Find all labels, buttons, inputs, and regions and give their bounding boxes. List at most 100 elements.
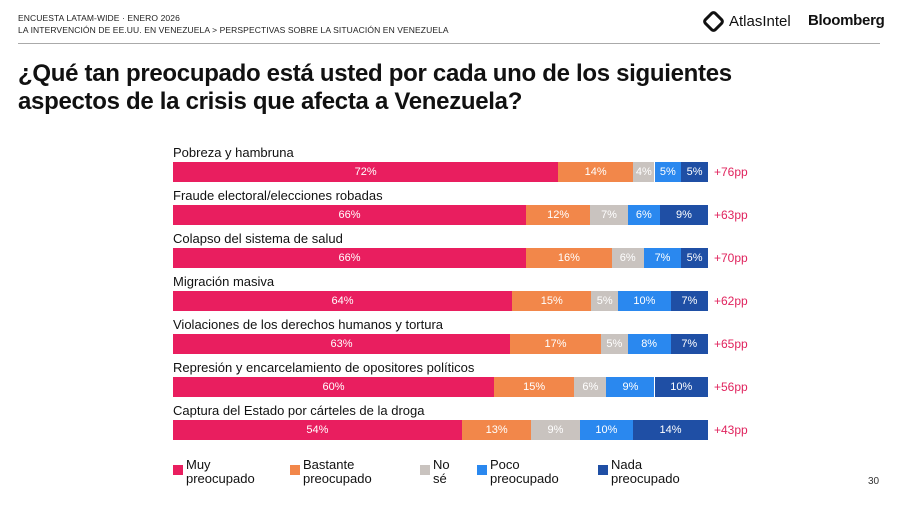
data-label: 14% [584, 166, 607, 178]
bar-segment: 15% [494, 377, 575, 397]
category-label: Violaciones de los derechos humanos y to… [173, 317, 444, 332]
data-label: 12% [547, 209, 570, 221]
category-label: Represión y encarcelamiento de opositore… [173, 360, 475, 375]
bar-segment: 6% [574, 377, 607, 397]
legend-label: Poco preocupado [490, 457, 559, 486]
legend-label: No sé [433, 457, 450, 486]
legend-swatch [290, 465, 300, 475]
bar-segment: 13% [461, 420, 532, 440]
survey-header: ENCUESTA LATAM-WIDE · ENERO 2026 [18, 13, 180, 23]
category-label: Colapso del sistema de salud [173, 231, 343, 246]
net-score: +65pp [714, 337, 748, 351]
bar-segment: 10% [654, 377, 708, 397]
data-label: 13% [485, 424, 508, 436]
bar-segment: 6% [627, 205, 660, 225]
net-score: +43pp [714, 423, 748, 437]
bar-segment: 5% [591, 291, 618, 311]
bar-segment: 9% [531, 420, 580, 440]
net-score: +56pp [714, 380, 748, 394]
page-number: 30 [868, 476, 880, 487]
data-label: 5% [686, 252, 703, 264]
data-label: 14% [659, 424, 682, 436]
bar-segment: 14% [558, 162, 634, 182]
bar-segment: 72% [173, 162, 559, 182]
data-label: 66% [338, 209, 361, 221]
net-score: +63pp [714, 208, 748, 222]
legend-swatch [420, 465, 430, 475]
data-label: 66% [338, 252, 361, 264]
bar-segment: 15% [512, 291, 592, 311]
legend-label: Muy preocupado [186, 457, 255, 486]
bar-segment: 63% [173, 334, 511, 354]
category-label: Migración masiva [173, 274, 275, 289]
category-label: Pobreza y hambruna [173, 145, 294, 160]
net-score: +62pp [714, 294, 748, 308]
data-label: 9% [547, 424, 564, 436]
bar-segment: 17% [510, 334, 601, 354]
data-label: 4% [635, 166, 652, 178]
data-label: 9% [675, 209, 692, 221]
data-label: 5% [596, 295, 613, 307]
data-label: 63% [330, 338, 353, 350]
data-label: 10% [670, 381, 693, 393]
bar-segment: 9% [606, 377, 655, 397]
bar-segment: 54% [173, 420, 462, 440]
atlasintel-logo: AtlasIntel [701, 9, 791, 34]
bar-segment: 10% [579, 420, 634, 440]
legend-item: Bastante preocupado [290, 458, 393, 486]
data-label: 17% [544, 338, 567, 350]
legend-swatch [173, 465, 183, 475]
legend-swatch [598, 465, 608, 475]
bar-segment: 14% [633, 420, 708, 440]
data-label: 7% [681, 338, 698, 350]
bar-segment: 66% [173, 205, 527, 225]
bar-segment: 7% [670, 334, 708, 354]
data-label: 5% [606, 338, 623, 350]
legend-item: Muy preocupado [173, 458, 276, 486]
bar-segment: 12% [526, 205, 591, 225]
data-label: 6% [635, 209, 652, 221]
bar-segment: 64% [173, 291, 512, 311]
bar-segment: 4% [633, 162, 655, 182]
bar-segment: 6% [611, 248, 644, 268]
data-label: 5% [659, 166, 676, 178]
data-label: 8% [641, 338, 658, 350]
bar-segment: 7% [670, 291, 708, 311]
bar-segment: 5% [681, 248, 708, 268]
bar-segment: 5% [681, 162, 708, 182]
bar-segment: 7% [643, 248, 682, 268]
net-score: +70pp [714, 251, 748, 265]
data-label: 15% [540, 295, 563, 307]
data-label: 54% [306, 424, 329, 436]
data-label: 64% [331, 295, 354, 307]
legend-item: Poco preocupado [477, 458, 580, 486]
bar-segment: 66% [173, 248, 527, 268]
data-label: 72% [354, 166, 377, 178]
data-label: 15% [523, 381, 546, 393]
bar-segment: 5% [654, 162, 682, 182]
bloomberg-logo: Bloomberg [808, 12, 885, 29]
chart-title: ¿Qué tan preocupado está usted por cada … [18, 60, 732, 115]
header-divider [18, 43, 880, 44]
bar-segment: 60% [173, 377, 494, 397]
legend-label: Nada preocupado [611, 457, 680, 486]
data-label: 60% [322, 381, 345, 393]
bar-segment: 5% [601, 334, 628, 354]
data-label: 6% [582, 381, 599, 393]
net-score: +76pp [714, 165, 748, 179]
breadcrumb: LA INTERVENCIÓN DE EE.UU. EN VENEZUELA >… [18, 25, 449, 35]
bar-segment: 10% [617, 291, 671, 311]
data-label: 7% [681, 295, 698, 307]
data-label: 10% [595, 424, 618, 436]
category-label: Fraude electoral/elecciones robadas [173, 188, 383, 203]
atlasintel-logo-text: AtlasIntel [729, 13, 791, 30]
legend-item: Nada preocupado [598, 458, 701, 486]
bar-segment: 16% [526, 248, 612, 268]
data-label: 7% [601, 209, 617, 221]
data-label: 6% [619, 252, 636, 264]
legend-item: No sé [420, 458, 453, 486]
data-label: 7% [654, 252, 671, 264]
data-label: 10% [633, 295, 656, 307]
